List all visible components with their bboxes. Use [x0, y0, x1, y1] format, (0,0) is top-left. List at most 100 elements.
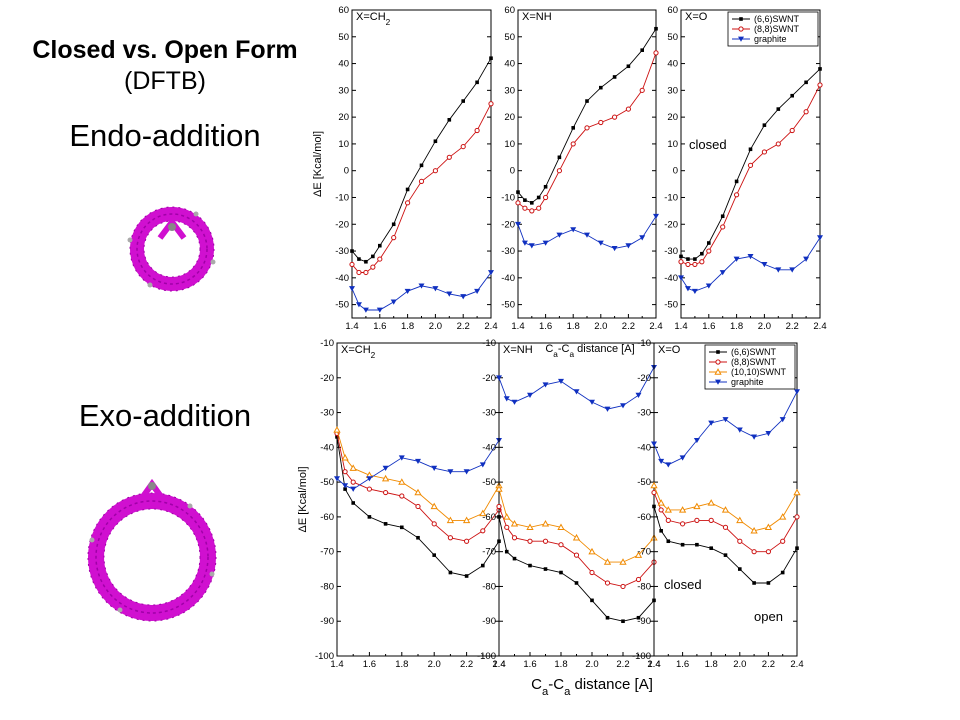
data-point	[559, 570, 563, 575]
data-point	[349, 286, 355, 292]
data-point	[370, 264, 376, 270]
series-graphite	[496, 364, 657, 412]
data-point	[684, 286, 691, 292]
data-point	[366, 486, 372, 492]
data-point	[446, 516, 455, 524]
series-line	[351, 272, 492, 311]
data-point	[752, 581, 756, 585]
data-point	[430, 502, 438, 510]
data-point	[737, 538, 743, 544]
data-point	[790, 93, 794, 98]
legend-entry: (10,10)SWNT	[731, 367, 787, 377]
data-point	[604, 406, 611, 412]
data-point	[626, 64, 631, 69]
data-point	[803, 109, 809, 115]
chart-panel-exo-2: -100 -90 -80 -70 -60 -50 -40 -30 -20 -10 1.4 1.6 1.8…	[477, 338, 661, 670]
y-tick-label: -30	[335, 246, 349, 257]
data-point	[511, 535, 518, 541]
data-point	[464, 538, 470, 544]
data-point	[612, 114, 618, 120]
series-line	[498, 506, 655, 587]
panel-label: X=O	[685, 11, 708, 23]
data-point	[665, 462, 672, 468]
data-point	[678, 275, 684, 281]
page-subtitle: (DFTB)	[124, 67, 206, 95]
data-point	[461, 99, 465, 103]
series-line	[498, 488, 655, 563]
y-tick-label: 50	[504, 32, 515, 43]
series-graphite	[334, 437, 502, 492]
y-tick-label: -60	[482, 512, 496, 523]
data-point	[599, 85, 603, 90]
series-graphite	[349, 270, 494, 313]
data-point	[708, 420, 715, 426]
data-point	[707, 241, 711, 245]
x-tick-label: 2.4	[813, 321, 826, 332]
y-tick-label: 0	[510, 166, 515, 177]
data-point	[351, 501, 355, 505]
series-line	[498, 367, 655, 410]
data-point	[377, 256, 383, 262]
x-tick-label: 2.2	[460, 659, 473, 670]
y-tick-label: -90	[320, 616, 334, 627]
data-point	[780, 570, 785, 575]
data-point	[653, 50, 659, 56]
data-point	[761, 262, 768, 268]
data-point	[556, 168, 563, 174]
y-tick-label: -100	[632, 651, 651, 662]
data-point	[526, 523, 534, 531]
data-point	[523, 198, 527, 202]
y-tick-label: -60	[637, 512, 651, 523]
legend-entry: (6,6)SWNT	[731, 347, 777, 357]
data-point	[432, 553, 436, 557]
x-tick-label: 1.8	[554, 659, 567, 670]
y-tick-label: 30	[504, 85, 515, 96]
data-point	[775, 141, 781, 147]
data-point	[536, 195, 541, 200]
data-point	[570, 141, 576, 147]
x-tick-label: 1.6	[373, 321, 386, 332]
data-point	[658, 458, 665, 465]
x-tick-label: 2.4	[790, 659, 803, 670]
data-point	[588, 547, 596, 555]
legend-entry: (6,6)SWNT	[754, 14, 800, 24]
y-tick-label: -20	[320, 373, 334, 384]
y-tick-label: -20	[501, 219, 515, 230]
data-point	[383, 489, 389, 496]
panel-label: X=O	[658, 344, 681, 356]
data-point	[541, 520, 550, 527]
y-tick-label: -100	[315, 651, 334, 662]
y-tick-label: -10	[637, 338, 651, 349]
data-point	[432, 286, 439, 292]
exo-molecule-image	[87, 478, 217, 622]
x-tick-label: 2.0	[733, 659, 746, 670]
data-point	[707, 499, 715, 506]
y-tick-label: -60	[320, 512, 334, 523]
data-point	[431, 465, 438, 471]
y-tick-label: -50	[501, 300, 515, 311]
y-tick-label: 20	[504, 112, 515, 123]
legend-marker	[738, 26, 744, 32]
data-point	[419, 163, 424, 168]
x-tick-label: 2.2	[457, 321, 470, 332]
data-point	[504, 524, 510, 530]
data-point	[573, 389, 580, 395]
data-point	[779, 513, 787, 520]
page-title: Closed vs. Open Form	[32, 36, 298, 64]
data-point	[723, 553, 728, 557]
panel-label: X=CH2	[341, 344, 376, 360]
y-tick-label: 10	[504, 139, 515, 150]
data-point	[720, 214, 725, 219]
y-tick-label: -50	[320, 477, 334, 488]
data-point	[488, 101, 494, 107]
data-point	[357, 257, 361, 261]
data-point	[512, 556, 517, 561]
data-point	[350, 479, 356, 485]
data-point	[343, 487, 347, 491]
data-point	[619, 558, 627, 565]
series-1010swnt	[650, 481, 801, 534]
y-tick-label: 40	[504, 59, 515, 70]
chart-panel-endo-1: -50 -40 -30 -20 -10 0 10 20 30 40 50 60 1.4 1.6 1.8 2.0…	[312, 5, 498, 332]
legend-entry: (8,8)SWNT	[731, 357, 777, 367]
